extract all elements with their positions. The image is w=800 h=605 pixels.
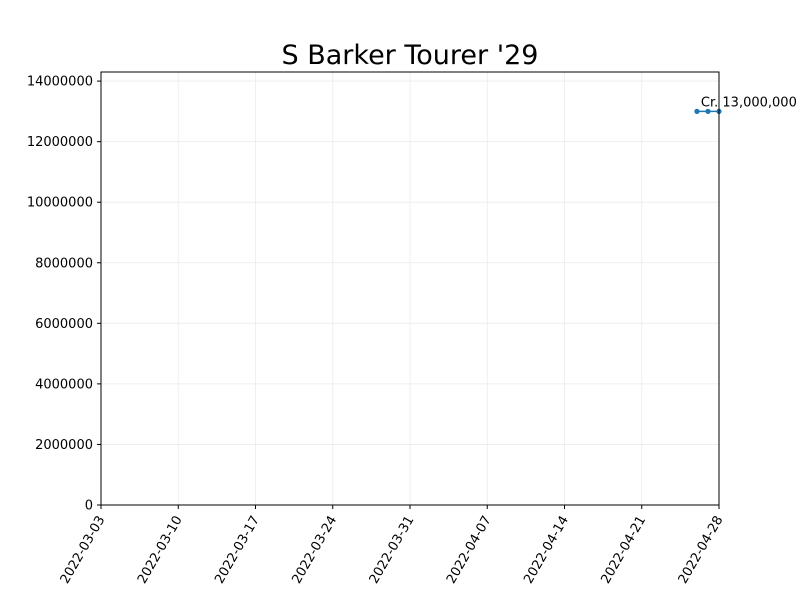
x-tick-label: 2022-03-17: [212, 514, 263, 587]
data-point: [694, 108, 700, 114]
x-tick-label: 2022-04-07: [444, 514, 495, 587]
y-tick-label: 14000000: [27, 75, 93, 90]
axes: 0 2000000 4000000 6000000 8000000 10000000 120…: [27, 71, 727, 587]
x-tick-label: 2022-04-21: [598, 514, 649, 587]
chart-title: S Barker Tourer '29: [282, 40, 539, 71]
grid: [100, 72, 720, 506]
y-tick-label: 4000000: [35, 377, 93, 392]
x-tick-label: 2022-03-31: [367, 514, 418, 587]
data-point: [705, 108, 711, 114]
annotations: Cr. 13,000,000: [701, 95, 797, 110]
data-annotation: Cr. 13,000,000: [701, 95, 797, 110]
x-tick-label: 2022-03-03: [58, 514, 109, 587]
y-tick-label: 2000000: [35, 438, 93, 453]
y-tick-label: 6000000: [35, 317, 93, 332]
x-tick-label: 2022-03-10: [135, 514, 186, 587]
y-tick-label: 8000000: [35, 256, 93, 271]
x-tick-label: 2022-04-28: [676, 514, 727, 587]
plot-frame: [100, 71, 720, 506]
y-tick-label: 0: [85, 499, 93, 514]
x-tick-label: 2022-03-24: [289, 514, 340, 587]
x-tick-label: 2022-04-14: [521, 514, 572, 587]
y-tick-label: 12000000: [27, 135, 93, 150]
y-tick-label: 10000000: [27, 196, 93, 211]
